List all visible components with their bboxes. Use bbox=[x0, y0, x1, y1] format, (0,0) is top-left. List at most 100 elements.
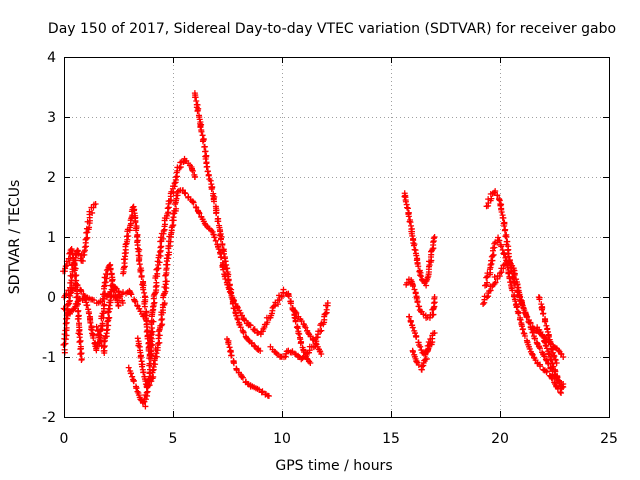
data-point-marker bbox=[298, 318, 305, 325]
data-point-marker bbox=[483, 294, 490, 301]
series-track-e bbox=[93, 281, 126, 356]
data-point-marker bbox=[511, 272, 518, 279]
data-point-marker bbox=[251, 342, 258, 349]
data-point-marker bbox=[106, 314, 113, 321]
data-point-marker bbox=[162, 272, 169, 279]
data-point-marker bbox=[483, 274, 490, 281]
data-point-marker bbox=[181, 189, 188, 196]
data-point-marker bbox=[154, 270, 161, 277]
data-point-marker bbox=[499, 247, 506, 254]
data-point-marker bbox=[492, 188, 499, 195]
data-point-marker bbox=[414, 299, 421, 306]
data-point-marker bbox=[226, 285, 233, 292]
data-point-marker bbox=[560, 354, 567, 360]
data-point-marker bbox=[302, 324, 309, 331]
data-point-marker bbox=[134, 388, 141, 395]
data-point-marker bbox=[525, 318, 532, 325]
data-point-marker bbox=[159, 315, 166, 322]
data-point-marker bbox=[505, 253, 512, 260]
data-point-marker bbox=[122, 241, 129, 248]
data-point-marker bbox=[557, 379, 564, 386]
data-point-marker bbox=[189, 167, 196, 174]
data-point-marker bbox=[318, 351, 325, 357]
data-point-marker bbox=[162, 288, 169, 295]
data-point-marker bbox=[557, 389, 564, 396]
data-point-marker bbox=[498, 208, 505, 215]
data-point-marker bbox=[148, 324, 155, 331]
data-point-marker bbox=[520, 330, 527, 337]
data-point-marker bbox=[84, 234, 91, 241]
data-point-marker bbox=[150, 373, 157, 380]
data-point-marker bbox=[65, 301, 72, 308]
data-point-marker bbox=[552, 368, 559, 375]
data-point-marker bbox=[152, 290, 159, 297]
axis-ticks: 0 5 10 15 20 25 -2 -1 0 1 2 3 4 bbox=[42, 50, 618, 447]
x-tick-label: 20 bbox=[491, 431, 509, 447]
data-point-marker bbox=[538, 306, 545, 313]
data-point-marker bbox=[219, 242, 226, 249]
data-point-marker bbox=[85, 310, 92, 317]
data-point-marker bbox=[142, 396, 149, 403]
data-point-marker bbox=[293, 310, 300, 317]
data-point-marker bbox=[509, 287, 516, 294]
data-point-marker bbox=[92, 201, 99, 207]
data-point-marker bbox=[237, 324, 244, 331]
data-point-marker bbox=[255, 330, 262, 336]
data-point-marker bbox=[129, 373, 136, 380]
data-point-marker bbox=[101, 342, 108, 349]
data-point-marker bbox=[128, 291, 135, 298]
data-point-marker bbox=[415, 339, 422, 346]
data-point-marker bbox=[560, 384, 567, 390]
data-point-marker bbox=[222, 258, 229, 265]
data-point-marker bbox=[132, 219, 139, 226]
data-point-marker bbox=[171, 180, 178, 187]
data-point-marker bbox=[517, 293, 524, 300]
data-point-marker bbox=[296, 330, 303, 337]
data-point-marker bbox=[539, 310, 546, 317]
data-point-marker bbox=[143, 389, 150, 396]
data-point-marker bbox=[108, 286, 115, 293]
data-point-marker bbox=[429, 246, 436, 253]
series-track-k bbox=[257, 286, 314, 366]
data-point-marker bbox=[211, 234, 218, 241]
data-point-marker bbox=[153, 350, 160, 357]
data-point-marker bbox=[245, 337, 252, 344]
data-point-marker bbox=[79, 257, 86, 264]
series-track-n bbox=[401, 190, 438, 289]
data-point-marker bbox=[62, 336, 69, 343]
data-point-marker bbox=[417, 272, 424, 279]
data-point-marker bbox=[67, 247, 74, 254]
data-point-marker bbox=[202, 155, 209, 162]
data-point-marker bbox=[504, 250, 511, 257]
data-point-marker bbox=[101, 301, 108, 308]
data-point-marker bbox=[254, 346, 261, 353]
data-point-marker bbox=[140, 286, 147, 293]
data-point-marker bbox=[318, 327, 325, 334]
data-point-marker bbox=[134, 335, 141, 342]
data-points bbox=[60, 90, 567, 410]
data-point-marker bbox=[158, 316, 165, 323]
data-point-marker bbox=[208, 186, 215, 193]
data-point-marker bbox=[307, 360, 314, 366]
data-point-marker bbox=[149, 303, 156, 310]
data-point-marker bbox=[490, 251, 497, 258]
data-point-marker bbox=[427, 336, 434, 342]
data-point-marker bbox=[541, 318, 548, 325]
data-point-marker bbox=[115, 303, 122, 309]
data-point-marker bbox=[157, 244, 164, 251]
data-point-marker bbox=[285, 293, 292, 300]
data-point-marker bbox=[87, 319, 94, 326]
data-point-marker bbox=[291, 314, 298, 321]
data-point-marker bbox=[101, 293, 108, 300]
data-point-marker bbox=[150, 300, 157, 307]
data-point-marker bbox=[536, 361, 543, 368]
series-track-m bbox=[290, 307, 325, 357]
data-point-marker bbox=[191, 174, 198, 180]
data-point-marker bbox=[309, 335, 316, 342]
data-point-marker bbox=[119, 300, 126, 306]
data-point-marker bbox=[89, 209, 96, 216]
data-point-marker bbox=[430, 235, 437, 242]
data-point-marker bbox=[75, 250, 82, 257]
data-point-marker bbox=[480, 301, 487, 308]
data-point-marker bbox=[416, 342, 423, 349]
